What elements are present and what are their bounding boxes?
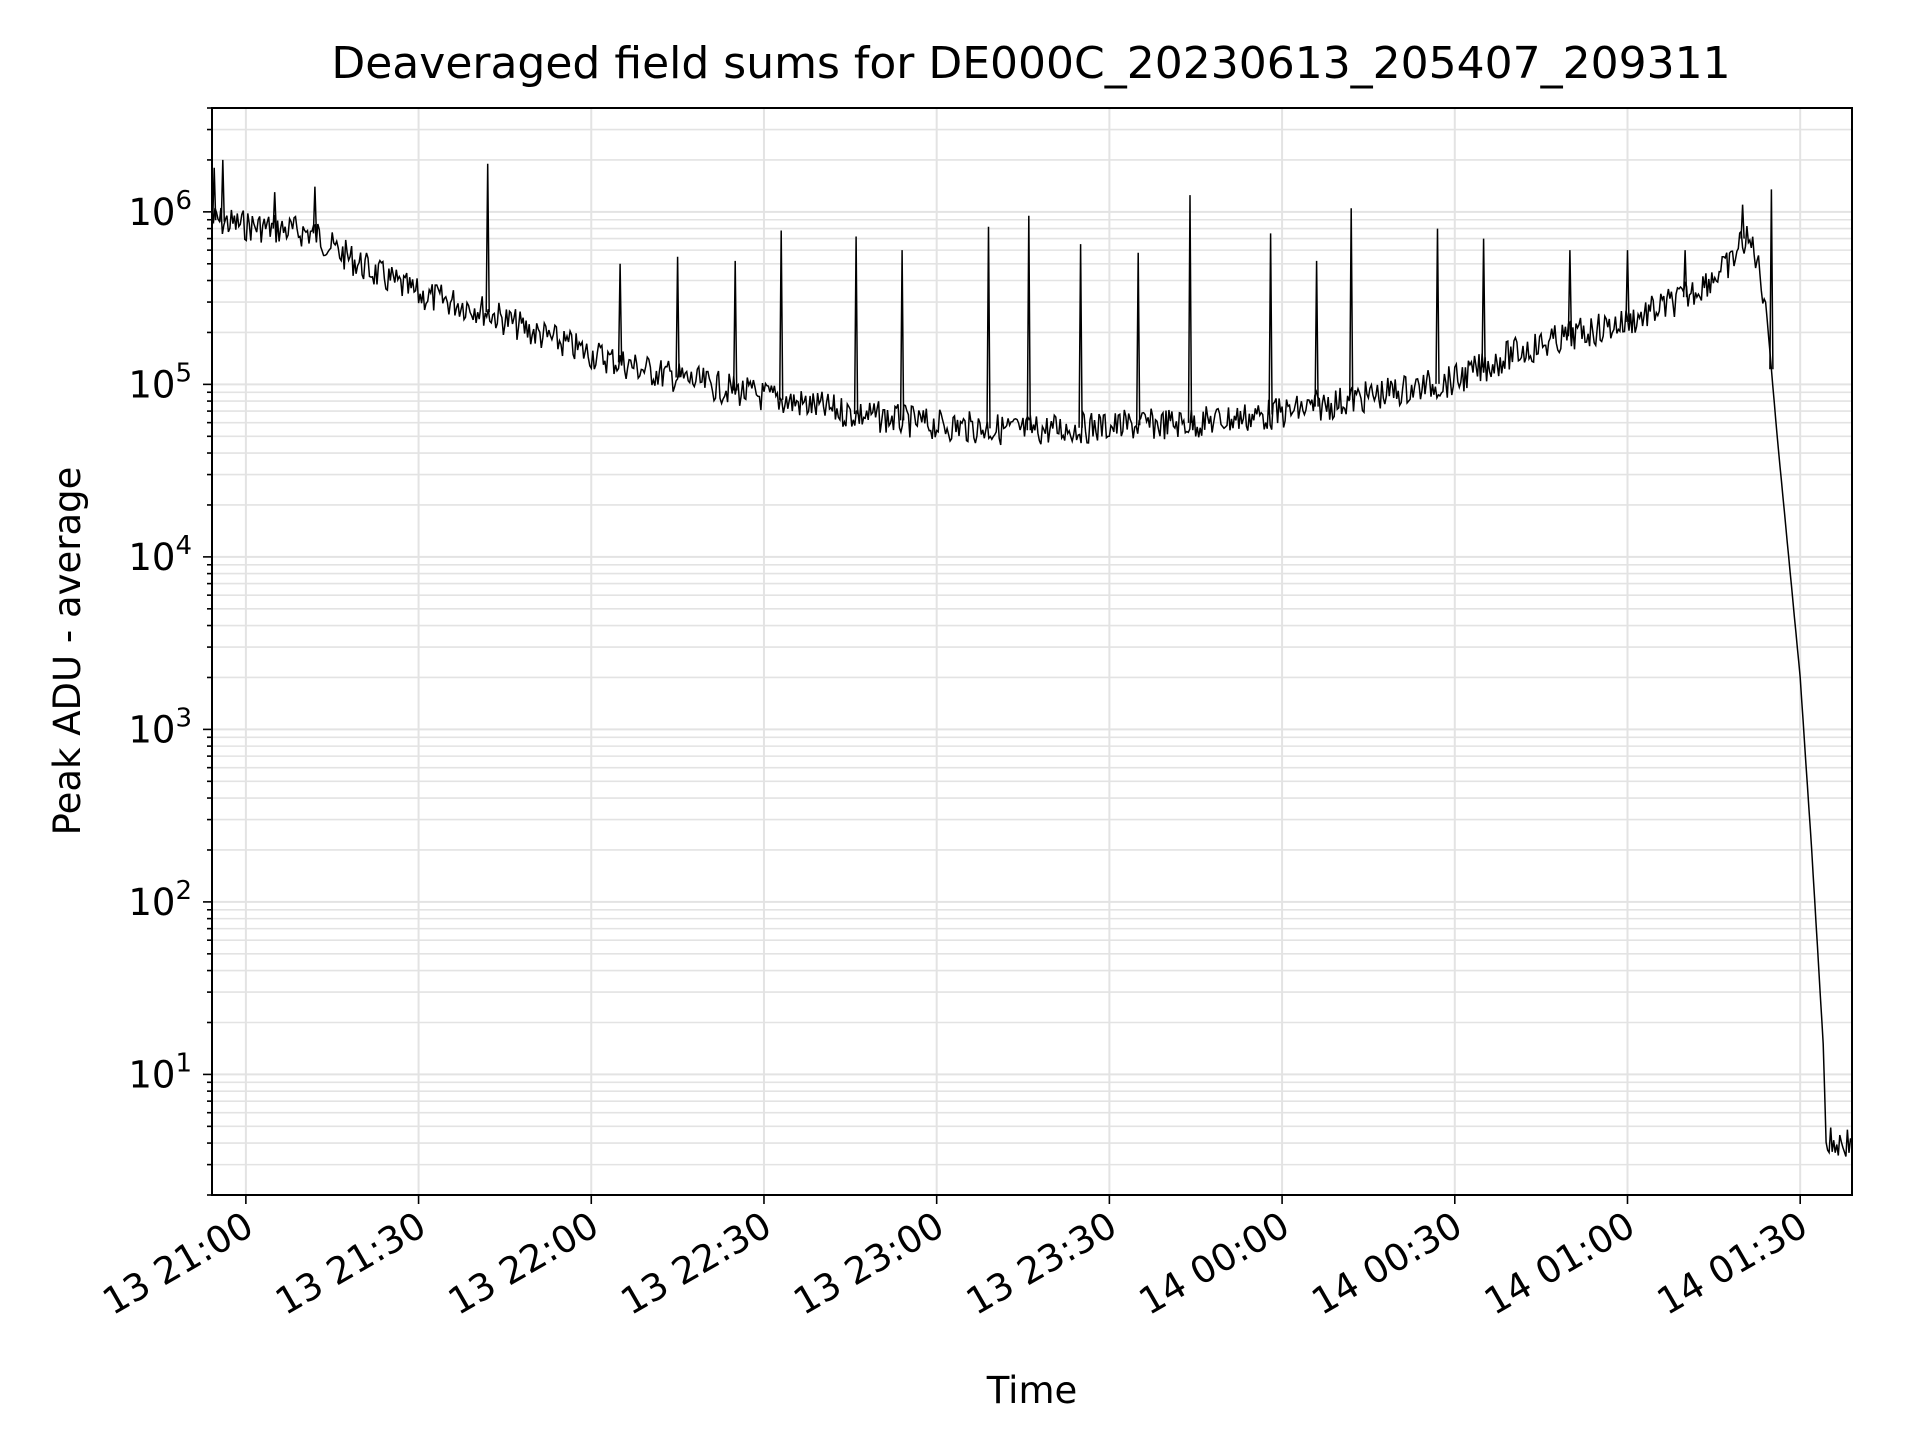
y-tick-label: 104 [128, 531, 192, 579]
series-spike [1625, 250, 1630, 323]
series-spike [1314, 260, 1319, 407]
y-tick-label: 106 [128, 186, 192, 234]
plot-frame [211, 107, 1853, 1196]
series-spike [1026, 215, 1032, 431]
y-tick-label: 102 [128, 876, 192, 924]
series-spike [1078, 244, 1083, 428]
series-spike [732, 260, 738, 391]
y-axis: 101 102 103 104 105 106 [128, 107, 212, 1196]
series-spike [675, 256, 680, 378]
grid [212, 107, 1852, 1196]
series-spike [853, 236, 859, 415]
x-axis-label: Time [986, 1369, 1078, 1412]
series-spike [211, 167, 217, 221]
series-spike [617, 263, 623, 363]
data-series [211, 159, 1853, 1157]
series-spike [778, 230, 784, 400]
series-spike [1567, 250, 1573, 337]
y-tick-label: 101 [128, 1048, 192, 1096]
series-spike [485, 163, 490, 313]
series-spike [1769, 189, 1774, 370]
series-spike [1481, 238, 1486, 368]
series-spike [1435, 228, 1440, 384]
y-tick-label: 103 [128, 703, 192, 751]
series-spike [272, 192, 277, 229]
y-tick-label: 105 [128, 358, 192, 406]
series-spike [1682, 250, 1688, 298]
series-spike [1740, 204, 1745, 239]
series-line [211, 207, 1853, 1157]
series-spike [220, 159, 226, 222]
series-spike [312, 186, 318, 234]
series-spike [1187, 195, 1193, 423]
series-spike [1135, 252, 1141, 426]
chart-title: Deaveraged field sums for DE000C_2023061… [331, 38, 1730, 89]
series-spike [1268, 233, 1273, 415]
series-spike [986, 226, 991, 429]
y-axis-label: Peak ADU - average [46, 467, 89, 836]
series-spike [1348, 208, 1354, 400]
series-spike [899, 250, 905, 421]
